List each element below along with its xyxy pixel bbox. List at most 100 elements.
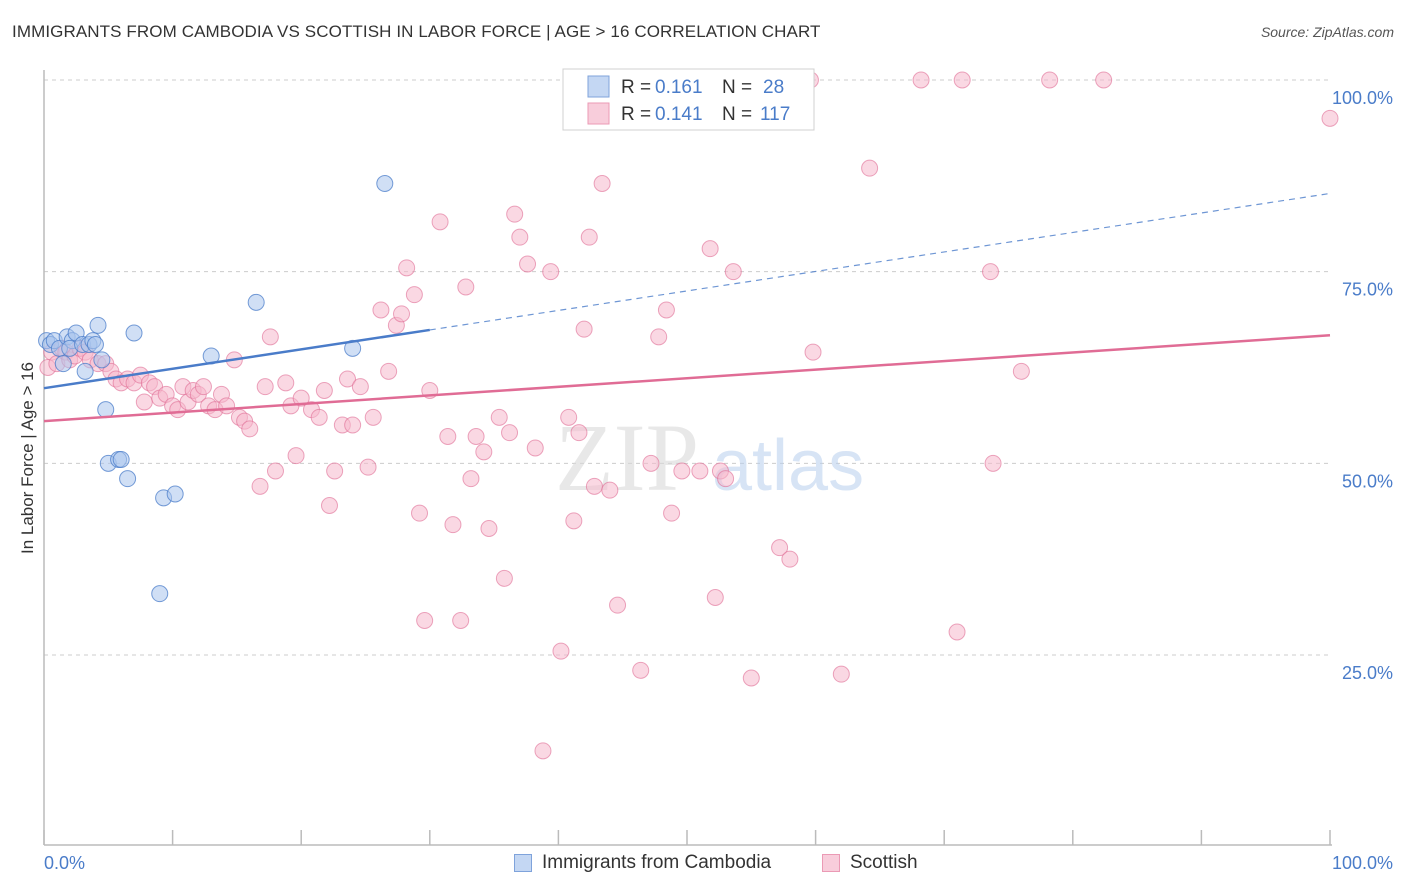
scottish-point	[771, 539, 789, 557]
scottish-point	[462, 470, 480, 488]
scottish-point	[781, 550, 799, 568]
scottish-point	[351, 378, 369, 396]
legend-item-cambodia[interactable]: Immigrants from Cambodia	[514, 852, 771, 874]
legend-swatch-pink	[587, 102, 610, 125]
scottish-point	[953, 71, 971, 89]
legend-n-value-1: 28	[763, 77, 784, 98]
scottish-point	[981, 263, 999, 281]
scottish-point	[398, 259, 416, 277]
y-axis-label: In Labor Force | Age > 16	[18, 362, 37, 554]
scottish-point	[861, 159, 879, 177]
scottish-point	[804, 343, 822, 361]
cambodia-swatch	[514, 854, 532, 872]
cambodia-point	[93, 351, 111, 369]
scottish-point	[650, 328, 668, 346]
scottish-point	[742, 669, 760, 687]
scottish-swatch	[822, 854, 840, 872]
scottish-point	[593, 175, 611, 192]
scottish-point	[393, 305, 411, 323]
scottish-point	[194, 378, 212, 396]
scottish-point	[344, 416, 362, 434]
scottish-point	[467, 428, 485, 445]
scottish-point	[452, 612, 470, 629]
cambodia-point	[112, 451, 130, 468]
watermark: ZIP atlas	[555, 404, 864, 511]
legend-r-value-1: 0.161	[655, 77, 703, 98]
scottish-point	[364, 408, 382, 426]
cambodia-point	[76, 362, 94, 380]
scottish-point	[495, 569, 513, 587]
cambodia-point	[86, 336, 104, 353]
legend-r-label-2: R =	[621, 104, 651, 125]
scottish-point	[405, 286, 423, 304]
legend-n-value-2: 117	[760, 104, 790, 125]
watermark-atlas: atlas	[712, 426, 864, 506]
scottish-point	[580, 228, 598, 246]
scottish-point	[475, 443, 493, 461]
trend-lines	[43, 192, 1331, 423]
legend-n-label-2: N =	[722, 104, 752, 125]
cambodia-legend-label: Immigrants from Cambodia	[542, 852, 772, 873]
scottish-point	[439, 428, 457, 445]
scottish-point	[575, 320, 593, 338]
scottish-trend-line	[43, 334, 1331, 423]
scottish-point	[480, 520, 498, 537]
cambodia-point	[376, 175, 394, 192]
scottish-point	[135, 393, 153, 411]
scottish-point	[691, 462, 709, 480]
scottish-point	[717, 470, 735, 488]
legend-swatch-blue	[587, 75, 610, 98]
scottish-point	[912, 71, 930, 89]
scottish-legend-label: Scottish	[850, 852, 918, 873]
scottish-point	[320, 497, 338, 514]
cambodia-point	[151, 585, 169, 603]
scottish-point	[526, 439, 544, 457]
cambodia-point	[125, 324, 143, 342]
axes	[43, 70, 1332, 846]
scottish-point	[380, 362, 398, 380]
scottish-point	[560, 408, 578, 426]
scottish-point	[565, 512, 583, 530]
scottish-point	[292, 389, 310, 407]
cambodia-point	[166, 485, 184, 503]
scottish-point	[411, 504, 429, 522]
scottish-point	[326, 462, 344, 480]
scottish-point	[416, 612, 434, 629]
scottish-point	[832, 665, 850, 683]
scottish-point	[552, 642, 570, 660]
scottish-point	[724, 263, 742, 281]
scottish-point	[632, 661, 650, 679]
y-tick-label: 100.0%	[1332, 88, 1393, 108]
x-axis-ticks	[43, 830, 1331, 845]
scottish-point	[542, 263, 560, 281]
scottish-point	[266, 462, 284, 480]
scottish-point	[984, 454, 1002, 472]
scottish-point	[431, 213, 449, 231]
scottish-point	[506, 205, 524, 223]
scottish-point	[601, 481, 619, 499]
y-tick-labels: 25.0% 50.0% 75.0% 100.0%	[1332, 88, 1393, 683]
scottish-point	[1095, 71, 1113, 89]
x-tick-label-start: 0.0%	[44, 853, 85, 873]
scottish-point	[657, 301, 675, 319]
scottish-point	[511, 228, 529, 246]
cambodia-points	[38, 175, 394, 603]
cambodia-point	[119, 470, 137, 488]
series-legend: Immigrants from Cambodia Scottish	[0, 852, 1406, 878]
scottish-point	[261, 328, 279, 346]
legend-r-value-2: 0.141	[655, 104, 703, 125]
scottish-point	[585, 477, 603, 495]
cambodia-point	[97, 401, 115, 419]
y-tick-label: 75.0%	[1342, 280, 1393, 300]
scottish-point	[701, 240, 719, 258]
scottish-point	[570, 424, 588, 442]
legend-r-label-1: R =	[621, 77, 651, 98]
source-label: Source: ZipAtlas.com	[1260, 24, 1394, 40]
legend-item-scottish[interactable]: Scottish	[822, 852, 918, 874]
scottish-point	[663, 504, 681, 522]
scottish-point	[338, 370, 356, 388]
scottish-point	[241, 420, 259, 438]
scottish-point	[609, 596, 627, 614]
cambodia-point	[89, 316, 107, 334]
